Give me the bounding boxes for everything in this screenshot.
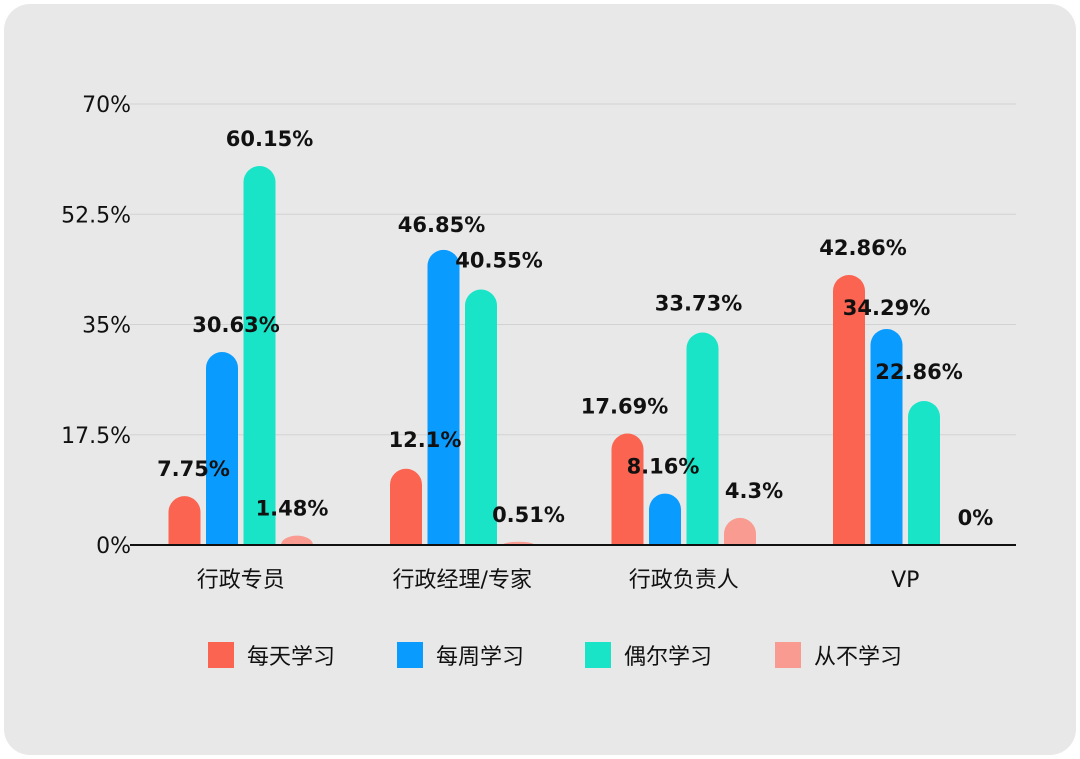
y-tick-label: 35% <box>82 314 131 339</box>
legend-label: 偶尔学习 <box>624 645 712 670</box>
legend-item: 从不学习 <box>775 642 902 670</box>
bar <box>686 332 719 545</box>
bar <box>908 400 940 545</box>
data-label: 22.86% <box>875 360 962 384</box>
data-label: 0.51% <box>492 503 565 527</box>
bar <box>833 274 865 545</box>
x-category-label: 行政专员 <box>197 568 285 593</box>
data-label: 8.16% <box>627 455 700 479</box>
bar <box>465 289 497 545</box>
bar <box>870 328 903 545</box>
data-label: 1.48% <box>256 497 329 521</box>
legend-swatch <box>208 642 234 668</box>
data-label: 17.69% <box>581 395 668 419</box>
bar <box>281 535 313 545</box>
bar <box>724 517 756 545</box>
bar <box>611 433 644 545</box>
bar <box>390 468 422 545</box>
data-labels: 7.75% 12.1% 17.69% 42.86% 30.63% 46.85% 8.16% 3… <box>157 127 993 530</box>
bar <box>243 166 276 545</box>
y-tick-label: 70% <box>82 93 131 118</box>
bars <box>168 166 978 545</box>
x-category-label: 行政负责人 <box>629 568 739 593</box>
data-label: 42.86% <box>819 236 906 260</box>
y-tick-label: 52.5% <box>61 203 131 228</box>
x-category-label: VP <box>891 568 919 593</box>
legend: 每天学习 每周学习 偶尔学习 从不学习 <box>208 642 902 670</box>
y-tick-label: 0% <box>96 534 131 559</box>
data-label: 4.3% <box>725 479 783 503</box>
bar <box>206 352 238 545</box>
data-label: 30.63% <box>192 313 279 337</box>
legend-label: 每天学习 <box>247 645 335 670</box>
x-category-label: 行政经理/专家 <box>393 568 532 593</box>
data-label: 60.15% <box>226 127 313 151</box>
legend-label: 从不学习 <box>814 645 902 670</box>
bar <box>649 493 681 545</box>
data-label: 12.1% <box>389 428 462 452</box>
data-label: 33.73% <box>655 292 742 316</box>
data-label: 40.55% <box>455 249 542 273</box>
legend-swatch <box>397 642 423 668</box>
data-label: 46.85% <box>398 213 485 237</box>
gridlines <box>130 103 1016 436</box>
legend-item: 偶尔学习 <box>585 642 712 670</box>
data-label: 34.29% <box>843 296 930 320</box>
legend-swatch <box>585 642 611 668</box>
legend-item: 每周学习 <box>397 642 524 670</box>
x-axis-categories: 行政专员 行政经理/专家 行政负责人 VP <box>197 568 920 593</box>
y-tick-label: 17.5% <box>61 424 131 449</box>
y-axis-ticks: 0% 17.5% 35% 52.5% 70% <box>61 93 131 559</box>
legend-label: 每周学习 <box>436 645 524 670</box>
data-label: 7.75% <box>157 457 230 481</box>
legend-swatch <box>775 642 801 668</box>
bar <box>168 496 201 545</box>
data-label: 0% <box>958 506 994 530</box>
bar <box>427 249 460 545</box>
legend-item: 每天学习 <box>208 642 335 670</box>
